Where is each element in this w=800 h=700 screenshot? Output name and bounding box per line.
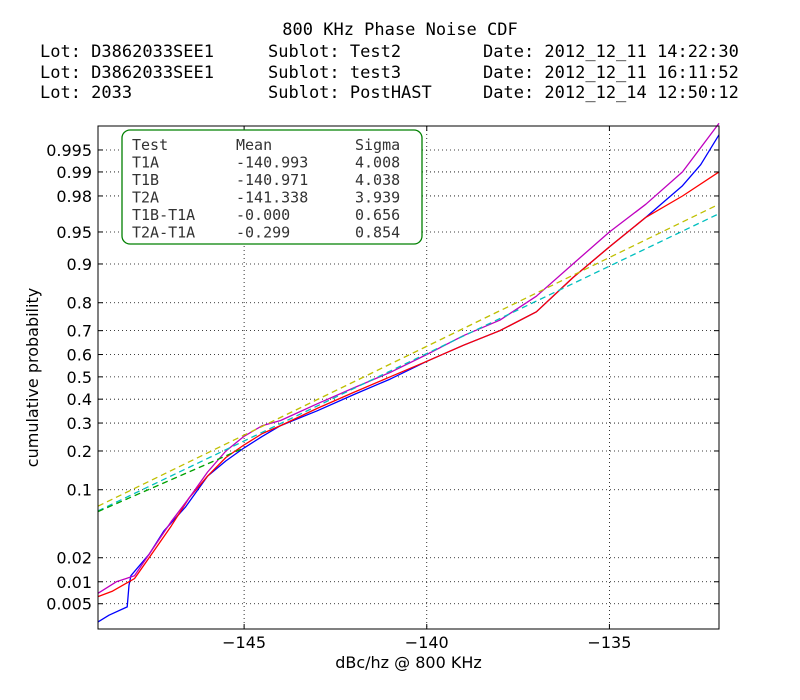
legend-cell: T2A xyxy=(132,189,159,207)
tick-marks xyxy=(98,126,719,629)
y-tick-label: 0.9 xyxy=(67,255,92,274)
stats-legend: Test Mean Sigma T1A -140.993 4.008 T1B -140.971… xyxy=(121,129,423,245)
plot-frame xyxy=(97,125,720,630)
y-tick-label: 0.7 xyxy=(67,322,92,341)
info-date: Date: 2012_12_14 12:50:12 xyxy=(483,83,739,103)
legend-cell: 0.656 xyxy=(355,206,400,224)
series-line xyxy=(97,203,720,507)
info-row: Lot: D3862033SEE1 Sublot: Test2 Date: 20… xyxy=(40,43,739,61)
legend-cell: -140.971 xyxy=(236,171,308,189)
info-lot: Lot: D3862033SEE1 xyxy=(40,63,214,83)
info-lot: Lot: D3862033SEE1 xyxy=(40,42,214,62)
y-tick-label: 0.01 xyxy=(56,573,92,592)
y-tick-label: 0.5 xyxy=(67,368,92,387)
series-line xyxy=(97,171,720,598)
legend-header-cell: Test xyxy=(132,136,168,154)
legend-header-cell: Mean xyxy=(236,136,272,154)
y-tick-label: 0.995 xyxy=(46,141,92,160)
series-line xyxy=(97,213,720,512)
legend-cell: T1B-T1A xyxy=(132,206,195,224)
x-tick-label: −145 xyxy=(222,633,266,652)
y-tick-label: 0.4 xyxy=(67,390,92,409)
legend-cell: 0.854 xyxy=(355,224,400,242)
y-tick-label: 0.1 xyxy=(67,481,92,500)
legend-cell: T2A-T1A xyxy=(132,224,195,242)
legend-header-cell: Sigma xyxy=(355,136,400,154)
x-axis-label: dBc/hz @ 800 KHz xyxy=(335,653,482,672)
legend-cell: 4.008 xyxy=(355,154,400,172)
x-tick-label: −140 xyxy=(405,633,449,652)
y-tick-label: 0.005 xyxy=(46,595,92,614)
x-tick-label: −135 xyxy=(587,633,631,652)
x-tick-labels: −145 −140 −135 xyxy=(222,633,631,652)
info-sublot: Sublot: test3 xyxy=(268,63,402,83)
y-tick-label: 0.3 xyxy=(67,414,92,433)
legend-cell: -140.993 xyxy=(236,154,308,172)
legend-cell: 4.038 xyxy=(355,171,400,189)
info-row: Lot: 2033 Sublot: PostHAST Date: 2012_12… xyxy=(40,84,739,102)
series-layer xyxy=(97,122,720,623)
legend-cell: -141.338 xyxy=(236,189,308,207)
y-tick-label: 0.02 xyxy=(56,549,92,568)
info-sublot: Sublot: Test2 xyxy=(268,42,402,62)
info-sublot: Sublot: PostHAST xyxy=(268,83,432,103)
legend-cell: T1A xyxy=(132,154,159,172)
legend-cell: 3.939 xyxy=(355,189,400,207)
info-row: Lot: D3862033SEE1 Sublot: test3 Date: 20… xyxy=(40,64,739,82)
y-tick-labels: 0.005 0.01 0.02 0.1 0.2 0.3 0.4 0.5 0.6 0.7 0.8 0.9… xyxy=(46,141,92,614)
info-date: Date: 2012_12_11 16:11:52 xyxy=(483,63,739,83)
y-tick-label: 0.8 xyxy=(67,294,92,313)
y-axis-label: cumulative probability xyxy=(23,288,42,467)
legend-box xyxy=(121,129,423,245)
y-tick-label: 0.2 xyxy=(67,442,92,461)
y-tick-label: 0.98 xyxy=(56,187,92,206)
title-block: 800 KHz Phase Noise CDF Lot: D3862033SEE… xyxy=(0,0,800,110)
legend-cell: T1B xyxy=(132,171,159,189)
legend-cell: -0.299 xyxy=(236,224,290,242)
legend-cell: -0.000 xyxy=(236,206,290,224)
y-tick-label: 0.95 xyxy=(56,223,92,242)
series-line xyxy=(97,122,720,594)
series-line xyxy=(97,447,245,513)
y-tick-label: 0.99 xyxy=(56,163,92,182)
chart-title: 800 KHz Phase Noise CDF xyxy=(282,20,518,40)
y-tick-label: 0.6 xyxy=(67,346,92,365)
info-lot: Lot: 2033 xyxy=(40,83,133,103)
info-date: Date: 2012_12_11 14:22:30 xyxy=(483,42,739,62)
